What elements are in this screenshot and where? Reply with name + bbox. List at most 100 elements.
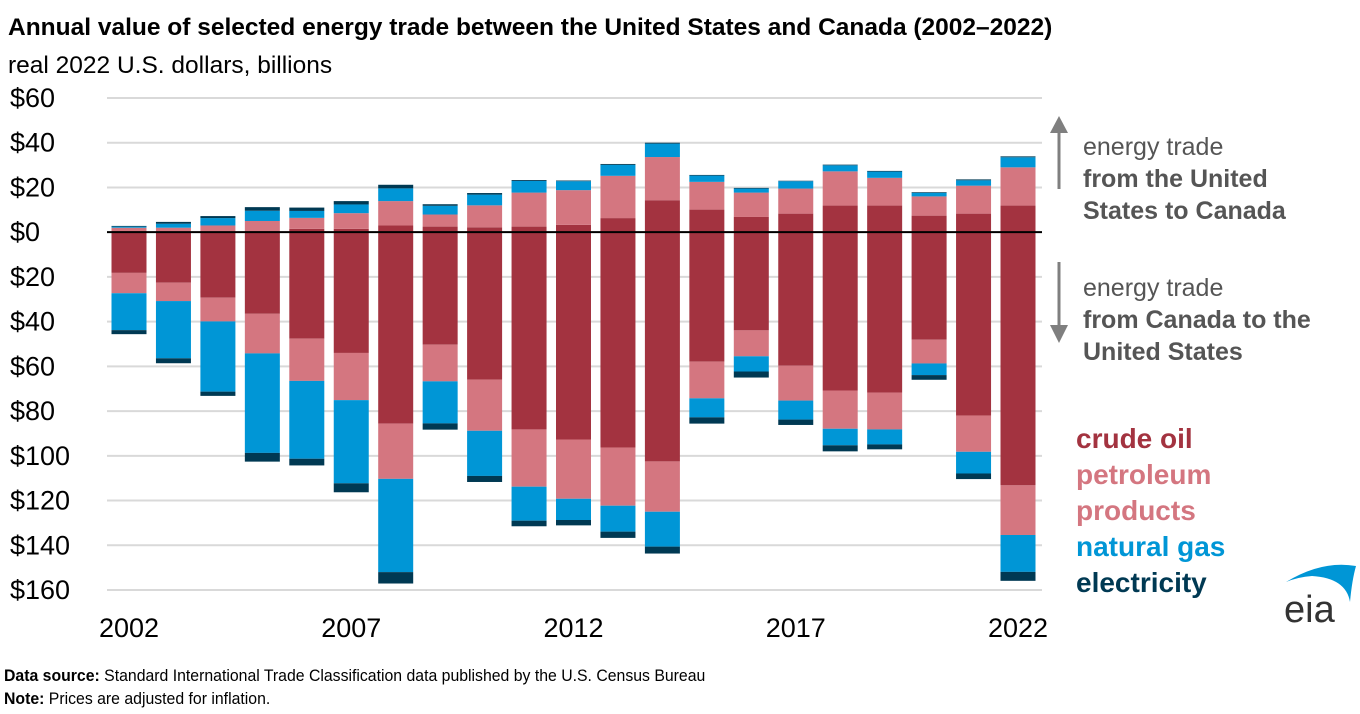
bar-export-electricity-2012 bbox=[556, 180, 591, 182]
bar-export-natural-gas-2021 bbox=[956, 180, 992, 186]
bar-import-electricity-2016 bbox=[733, 371, 769, 378]
bar-import-electricity-2006 bbox=[289, 458, 325, 466]
y-tick-label: $60 bbox=[10, 83, 55, 113]
data-source-note: Data source: Standard International Trad… bbox=[4, 666, 705, 686]
bar-export-natural-gas-2011 bbox=[511, 180, 547, 193]
bar-export-crude-oil-2006 bbox=[289, 228, 325, 233]
bar-export-electricity-2010 bbox=[467, 193, 503, 195]
logo-swoosh bbox=[1286, 564, 1356, 602]
bar-import-crude-oil-2015 bbox=[689, 232, 725, 362]
imports-annotation: energy trade from Canada to the United S… bbox=[1083, 272, 1311, 368]
up-arrow-icon bbox=[1050, 116, 1068, 133]
legend: crude oil petroleum products natural gas… bbox=[1076, 421, 1225, 601]
legend-electricity: electricity bbox=[1076, 567, 1207, 598]
bar-export-petroleum-products-2006 bbox=[289, 217, 325, 229]
bar-import-crude-oil-2006 bbox=[289, 232, 325, 339]
bar-import-crude-oil-2007 bbox=[333, 232, 369, 353]
bar-export-natural-gas-2006 bbox=[289, 210, 325, 218]
bar-import-electricity-2014 bbox=[644, 546, 680, 554]
bar-export-crude-oil-2014 bbox=[644, 200, 680, 233]
bar-export-petroleum-products-2022 bbox=[1000, 167, 1036, 206]
bar-export-natural-gas-2014 bbox=[644, 143, 680, 158]
bar-import-natural-gas-2004 bbox=[200, 321, 236, 392]
bar-import-crude-oil-2010 bbox=[467, 232, 503, 380]
bar-import-natural-gas-2012 bbox=[556, 498, 591, 521]
bar-export-natural-gas-2004 bbox=[200, 218, 236, 226]
data-source-label: Data source: bbox=[4, 666, 100, 685]
eia-logo: eia bbox=[1284, 564, 1356, 628]
bar-import-crude-oil-2002 bbox=[111, 232, 147, 273]
bar-export-petroleum-products-2017 bbox=[778, 188, 814, 214]
bar-import-natural-gas-2002 bbox=[111, 293, 147, 331]
bar-import-petroleum-products-2003 bbox=[155, 282, 191, 302]
legend-petroleum-line1: petroleum bbox=[1076, 459, 1212, 490]
x-tick-label: 2007 bbox=[321, 613, 381, 643]
bar-import-natural-gas-2008 bbox=[378, 478, 414, 573]
bar-export-crude-oil-2007 bbox=[333, 228, 369, 233]
bar-export-electricity-2021 bbox=[956, 179, 992, 181]
bar-import-crude-oil-2022 bbox=[1000, 232, 1036, 486]
bar-import-electricity-2008 bbox=[378, 572, 414, 584]
bar-import-electricity-2013 bbox=[600, 531, 636, 538]
bar-import-natural-gas-2011 bbox=[511, 486, 547, 521]
x-tick-label: 2022 bbox=[988, 613, 1048, 643]
bar-export-petroleum-products-2002 bbox=[111, 227, 147, 232]
data-source-text: Standard International Trade Classificat… bbox=[99, 666, 706, 685]
y-tick-label: $0 bbox=[10, 217, 40, 247]
bar-export-crude-oil-2019 bbox=[867, 205, 903, 233]
bar-export-electricity-2011 bbox=[511, 180, 547, 181]
bar-export-natural-gas-2017 bbox=[778, 181, 814, 189]
bar-export-natural-gas-2010 bbox=[467, 194, 503, 206]
bar-import-crude-oil-2017 bbox=[778, 232, 814, 366]
bar-export-natural-gas-2005 bbox=[244, 210, 280, 221]
bar-export-natural-gas-2020 bbox=[911, 192, 947, 197]
bar-import-petroleum-products-2010 bbox=[467, 379, 503, 431]
logo-text: eia bbox=[1284, 589, 1336, 628]
bar-export-natural-gas-2007 bbox=[333, 204, 369, 214]
y-tick-label: $100 bbox=[10, 441, 70, 471]
imports-annotation-line1: energy trade bbox=[1083, 274, 1224, 302]
bar-export-natural-gas-2019 bbox=[867, 171, 903, 178]
bar-import-petroleum-products-2017 bbox=[778, 365, 814, 401]
bar-import-petroleum-products-2019 bbox=[867, 392, 903, 430]
bar-import-natural-gas-2009 bbox=[422, 381, 458, 424]
y-tick-label: $40 bbox=[10, 128, 55, 158]
bar-export-petroleum-products-2015 bbox=[689, 181, 725, 210]
bar-import-petroleum-products-2002 bbox=[111, 272, 147, 294]
bar-export-electricity-2016 bbox=[733, 187, 769, 189]
legend-petroleum-line2: products bbox=[1076, 495, 1196, 526]
bar-import-crude-oil-2005 bbox=[244, 232, 280, 314]
bar-export-electricity-2019 bbox=[867, 170, 903, 172]
bar-import-petroleum-products-2007 bbox=[333, 352, 369, 401]
exports-annotation-line1: energy trade bbox=[1083, 133, 1224, 161]
bar-export-petroleum-products-2009 bbox=[422, 214, 458, 227]
bar-import-petroleum-products-2020 bbox=[911, 339, 947, 364]
bar-import-natural-gas-2019 bbox=[867, 429, 903, 445]
bar-export-electricity-2006 bbox=[289, 207, 325, 211]
bar-import-petroleum-products-2015 bbox=[689, 361, 725, 399]
bar-export-natural-gas-2016 bbox=[733, 188, 769, 193]
bar-import-crude-oil-2011 bbox=[511, 232, 547, 430]
bar-import-petroleum-products-2013 bbox=[600, 447, 636, 506]
bar-export-electricity-2014 bbox=[644, 142, 680, 144]
bar-export-petroleum-products-2011 bbox=[511, 192, 547, 227]
bar-import-electricity-2019 bbox=[867, 444, 903, 450]
bar-export-petroleum-products-2003 bbox=[155, 227, 191, 232]
x-tick-label: 2002 bbox=[99, 613, 159, 643]
bar-export-electricity-2003 bbox=[155, 221, 191, 224]
exports-annotation: energy trade from the United States to C… bbox=[1083, 131, 1286, 227]
bar-export-natural-gas-2015 bbox=[689, 175, 725, 182]
bar-export-electricity-2005 bbox=[244, 207, 280, 211]
bar-import-electricity-2011 bbox=[511, 520, 547, 527]
bar-import-petroleum-products-2006 bbox=[289, 338, 325, 381]
bar-export-electricity-2013 bbox=[600, 163, 636, 165]
bar-import-crude-oil-2008 bbox=[378, 232, 414, 424]
bar-export-crude-oil-2013 bbox=[600, 218, 636, 233]
chart-title: Annual value of selected energy trade be… bbox=[8, 14, 1053, 41]
y-tick-label: $20 bbox=[10, 172, 55, 202]
legend-crude-oil: crude oil bbox=[1076, 423, 1193, 454]
bar-export-natural-gas-2002 bbox=[111, 226, 147, 228]
bar-export-crude-oil-2011 bbox=[511, 226, 547, 233]
bar-import-natural-gas-2014 bbox=[644, 511, 680, 547]
